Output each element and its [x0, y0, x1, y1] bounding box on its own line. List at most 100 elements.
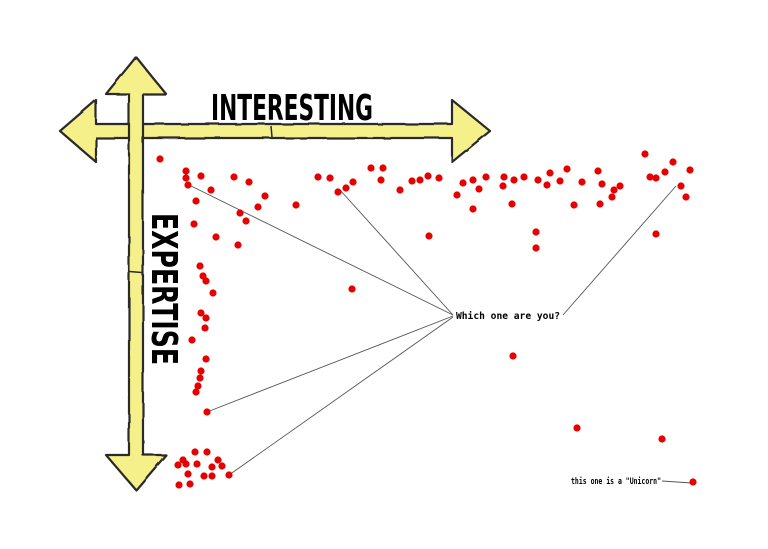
- data-dot: [201, 324, 209, 332]
- data-dot: [459, 179, 467, 187]
- data-dot: [292, 201, 300, 209]
- data-dot: [482, 173, 490, 181]
- data-dot: [453, 191, 461, 199]
- data-dot: [556, 177, 564, 185]
- data-dot: [508, 200, 516, 208]
- data-dot: [334, 188, 342, 196]
- connector-line-bottomleft: [228, 316, 454, 476]
- vertical-arrow: [104, 55, 168, 492]
- y-axis-title: EXPERTISE: [143, 213, 184, 365]
- data-dot: [182, 174, 190, 182]
- data-dot: [616, 182, 624, 190]
- data-dot: [196, 374, 204, 382]
- data-dot: [314, 173, 322, 181]
- data-dot: [596, 200, 604, 208]
- connector-line-left: [206, 315, 454, 413]
- data-dot: [202, 314, 210, 322]
- data-dot: [196, 262, 204, 270]
- data-dot: [230, 173, 238, 181]
- data-dot: [349, 178, 357, 186]
- unicorn-label: this one is a "Unicorn": [571, 476, 661, 487]
- data-dot: [200, 472, 208, 480]
- data-dot: [543, 181, 551, 189]
- data-dot: [197, 309, 205, 317]
- data-dot: [225, 471, 233, 479]
- data-dot: [242, 217, 250, 225]
- data-dot: [510, 176, 518, 184]
- data-dot: [509, 352, 517, 360]
- data-dot: [610, 186, 618, 194]
- data-dot: [379, 164, 387, 172]
- data-dot: [532, 244, 540, 252]
- data-dot: [594, 167, 602, 175]
- data-dot: [208, 463, 216, 471]
- data-dot: [573, 424, 581, 432]
- data-dot: [218, 462, 226, 470]
- x-axis-title: INTERESTING: [211, 88, 373, 129]
- data-dot: [193, 460, 201, 468]
- data-dot: [641, 150, 649, 158]
- data-dot: [661, 168, 669, 176]
- data-dot: [475, 185, 483, 193]
- data-dot: [546, 169, 554, 177]
- data-dot: [261, 192, 269, 200]
- data-dot: [608, 193, 616, 201]
- data-dot: [348, 285, 356, 293]
- data-dot: [186, 480, 194, 488]
- data-dot: [197, 172, 205, 180]
- data-dot: [197, 367, 205, 375]
- data-dot: [236, 209, 244, 217]
- data-dot: [175, 481, 183, 489]
- question-label: Which one are you?: [456, 311, 560, 322]
- data-dot: [207, 186, 215, 194]
- data-dot: [570, 201, 578, 209]
- data-dot: [234, 241, 242, 249]
- data-dot: [435, 174, 443, 182]
- data-dot: [500, 173, 508, 181]
- data-dot: [202, 277, 210, 285]
- data-dot: [652, 230, 660, 238]
- data-dot: [396, 186, 404, 194]
- data-dot: [192, 388, 200, 396]
- data-dot: [658, 435, 666, 443]
- data-dot: [214, 456, 222, 464]
- data-dot: [499, 182, 507, 190]
- data-dots: [156, 150, 697, 489]
- data-dot: [182, 460, 190, 468]
- unicorn-dot: [689, 478, 697, 486]
- data-dot: [342, 184, 350, 192]
- data-dot: [212, 233, 220, 241]
- data-dot: [424, 172, 432, 180]
- connector-line-topmid: [339, 189, 454, 316]
- data-dot: [254, 203, 262, 211]
- data-dot: [184, 470, 192, 478]
- data-dot: [203, 448, 211, 456]
- data-dot: [686, 166, 694, 174]
- data-dot: [408, 177, 416, 185]
- data-dot: [194, 382, 202, 390]
- data-dot: [190, 220, 198, 228]
- data-dot: [174, 461, 182, 469]
- data-dot: [367, 164, 375, 172]
- data-dot: [646, 173, 654, 181]
- data-dot: [245, 178, 253, 186]
- data-dot: [677, 182, 685, 190]
- data-dot: [425, 232, 433, 240]
- data-dot: [208, 472, 216, 480]
- connector-line-topleft: [186, 183, 454, 316]
- connector-lines: [186, 183, 693, 484]
- data-dot: [534, 176, 542, 184]
- data-dot: [184, 181, 192, 189]
- data-dot: [469, 176, 477, 184]
- data-dot: [209, 289, 217, 297]
- data-dot: [326, 174, 334, 182]
- data-dot: [520, 173, 528, 181]
- data-dot: [652, 174, 660, 182]
- data-dot: [532, 228, 540, 236]
- data-dot: [469, 205, 477, 213]
- data-dot: [192, 197, 200, 205]
- data-dot: [191, 448, 199, 456]
- data-dot: [578, 178, 586, 186]
- data-dot: [563, 165, 571, 173]
